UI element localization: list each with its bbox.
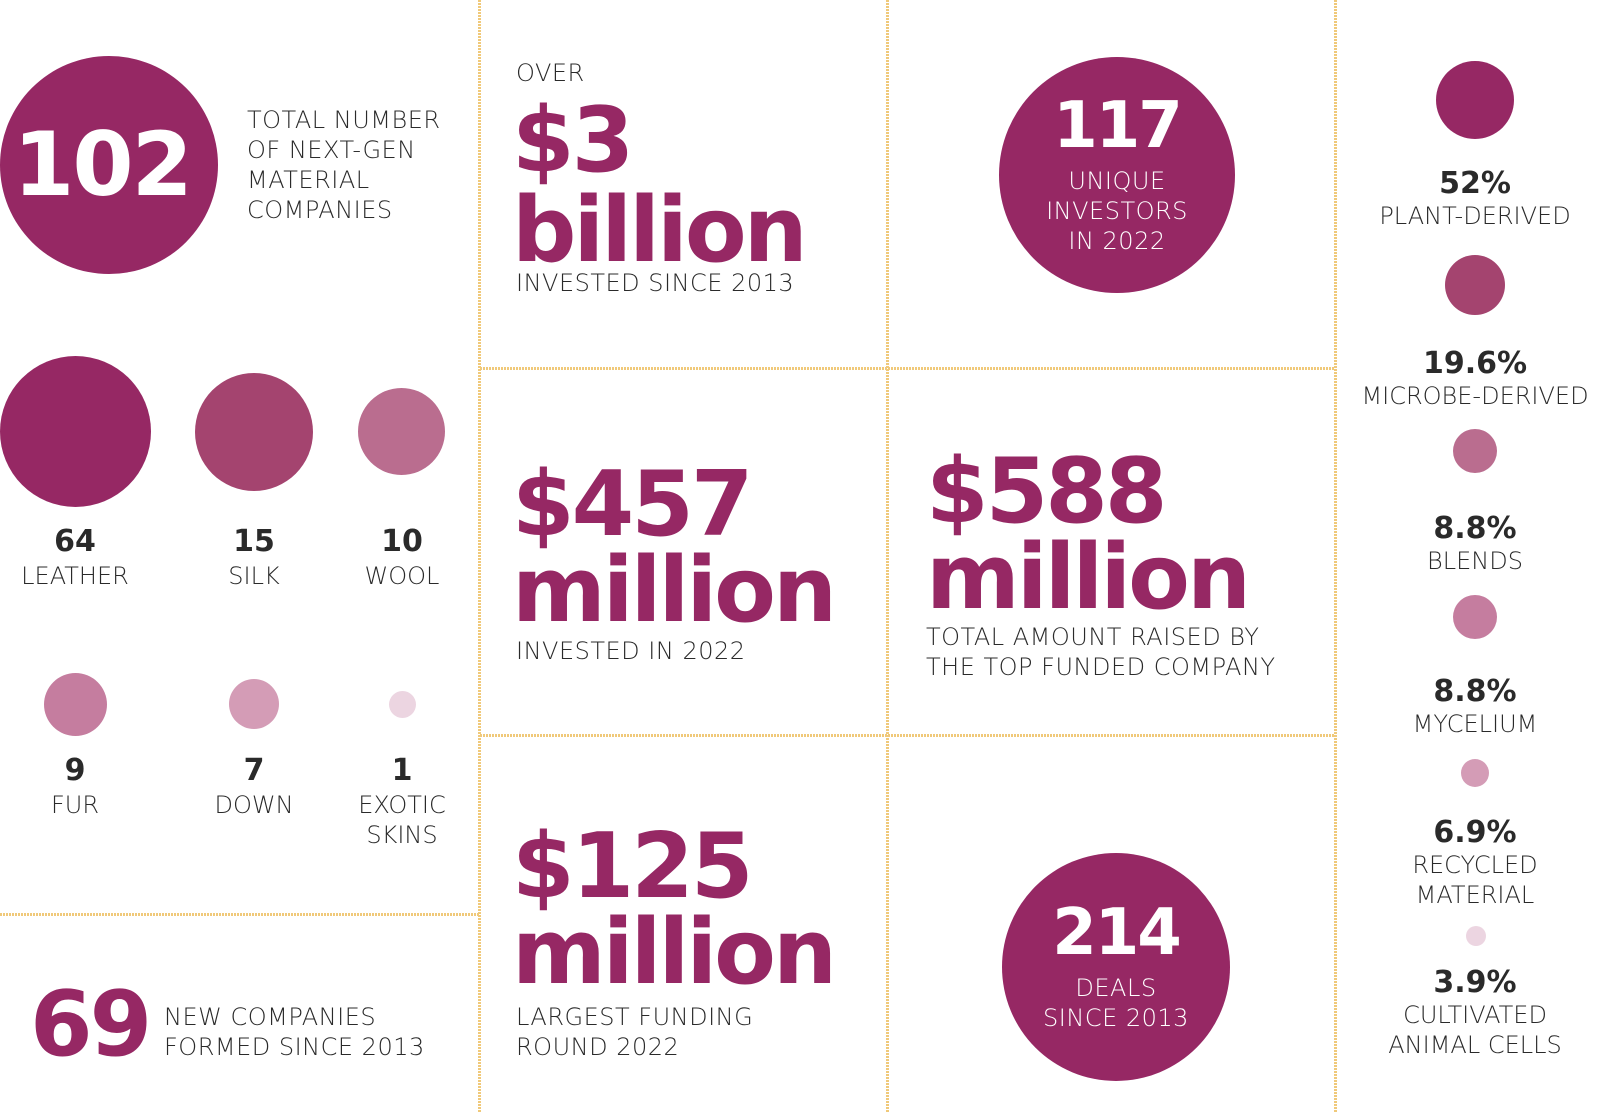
microbe-derived-label: MICROBE-DERIVED	[1361, 382, 1589, 410]
source-plant-derived: 52% PLANT-DERIVED	[1340, 169, 1600, 231]
plant-derived-circle	[1436, 61, 1514, 139]
divider-vertical-2	[886, 0, 889, 1112]
microbe-derived-pct: 19.6%	[1422, 346, 1528, 381]
invested-total-unit: billion	[512, 178, 808, 283]
silk-count: 15	[233, 524, 275, 559]
invested-2022-label: INVESTED IN 2022	[516, 637, 746, 665]
investors-number: 117	[1053, 89, 1183, 163]
leather-count: 64	[54, 524, 96, 559]
silk-circle	[195, 373, 313, 491]
material-exotic-skins: 1 EXOTIC SKINS	[322, 756, 482, 850]
material-wool: 10 WOOL	[322, 527, 482, 591]
wool-circle	[358, 388, 445, 475]
divider-horizontal-mid-1	[480, 367, 1334, 370]
leather-label: LEATHER	[21, 562, 129, 590]
investors-line2: INVESTORS	[1046, 197, 1188, 225]
investors-line3: IN 2022	[1068, 227, 1166, 255]
divider-horizontal-left	[0, 913, 479, 916]
invested-total-amount: $3	[512, 88, 634, 193]
new-companies-number: 69	[30, 972, 152, 1077]
source-mycelium: 8.8% MYCELIUM	[1340, 677, 1600, 739]
exotic-circle	[389, 691, 416, 718]
material-silk: 15 SILK	[174, 527, 334, 591]
down-label: DOWN	[214, 791, 294, 819]
cultivated-label-line2: ANIMAL CELLS	[1388, 1031, 1562, 1059]
cultivated-pct: 3.9%	[1433, 965, 1517, 1000]
source-cultivated: 3.9% CULTIVATED ANIMAL CELLS	[1340, 968, 1600, 1060]
new-companies-label-line2: FORMED SINCE 2013	[164, 1033, 425, 1061]
wool-count: 10	[381, 524, 423, 559]
plant-derived-pct: 52%	[1439, 166, 1511, 201]
top-funded-label-line1: TOTAL AMOUNT RAISED BY	[926, 623, 1260, 651]
divider-horizontal-mid-2	[480, 734, 1334, 737]
top-funded-unit: million	[926, 525, 1251, 630]
recycled-pct: 6.9%	[1433, 815, 1517, 850]
largest-round-amount: $125	[512, 814, 753, 919]
largest-round-unit: million	[512, 900, 837, 1005]
material-down: 7 DOWN	[174, 756, 334, 820]
top-funded-label-line2: THE TOP FUNDED COMPANY	[926, 653, 1276, 681]
top-funded-amount: $588	[926, 439, 1167, 544]
exotic-label-line2: SKINS	[366, 821, 438, 849]
largest-round-label-line2: ROUND 2022	[516, 1033, 680, 1061]
material-leather: 64 LEATHER	[0, 527, 155, 591]
blends-label: BLENDS	[1427, 547, 1523, 575]
mycelium-pct: 8.8%	[1433, 674, 1517, 709]
plant-derived-label: PLANT-DERIVED	[1379, 202, 1571, 230]
silk-label: SILK	[228, 562, 280, 590]
blends-circle	[1453, 429, 1497, 473]
deals-line2: SINCE 2013	[1043, 1004, 1189, 1032]
investors-line1: UNIQUE	[1068, 167, 1166, 195]
fur-count: 9	[64, 753, 86, 788]
deals-line1: DEALS	[1075, 974, 1157, 1002]
recycled-circle	[1461, 759, 1489, 787]
source-recycled: 6.9% RECYCLED MATERIAL	[1340, 818, 1600, 910]
divider-vertical-3	[1334, 0, 1337, 1112]
blends-pct: 8.8%	[1433, 511, 1517, 546]
companies-number: 102	[13, 113, 193, 216]
largest-round-label-line1: LARGEST FUNDING	[516, 1003, 754, 1031]
source-microbe-derived: 19.6% MICROBE-DERIVED	[1340, 349, 1600, 411]
down-count: 7	[243, 753, 265, 788]
invested-total-prefix: OVER	[516, 59, 585, 87]
material-fur: 9 FUR	[0, 756, 155, 820]
leather-circle	[0, 356, 151, 507]
invested-2022-amount: $457	[512, 452, 753, 557]
divider-vertical-1	[478, 0, 481, 1112]
companies-circle: 102	[0, 56, 218, 274]
wool-label: WOOL	[364, 562, 440, 590]
deals-circle: 214 DEALS SINCE 2013	[1002, 853, 1230, 1081]
fur-circle	[44, 673, 107, 736]
companies-label: TOTAL NUMBER OF NEXT-GEN MATERIAL COMPAN…	[247, 106, 441, 224]
cultivated-circle	[1466, 926, 1486, 946]
mycelium-circle	[1453, 595, 1497, 639]
mycelium-label: MYCELIUM	[1412, 710, 1538, 738]
exotic-count: 1	[391, 753, 413, 788]
cultivated-label-line1: CULTIVATED	[1403, 1001, 1547, 1029]
fur-label: FUR	[50, 791, 100, 819]
exotic-label-line1: EXOTIC	[358, 791, 446, 819]
deals-number: 214	[1052, 896, 1182, 970]
investors-circle: 117 UNIQUE INVESTORS IN 2022	[999, 57, 1235, 293]
new-companies-label-line1: NEW COMPANIES	[164, 1003, 377, 1031]
recycled-label-line2: MATERIAL	[1415, 881, 1535, 909]
invested-2022-unit: million	[512, 538, 837, 643]
recycled-label-line1: RECYCLED	[1412, 851, 1538, 879]
microbe-derived-circle	[1445, 255, 1505, 315]
source-blends: 8.8% BLENDS	[1340, 514, 1600, 576]
invested-total-label: INVESTED SINCE 2013	[516, 269, 795, 297]
down-circle	[229, 679, 279, 729]
